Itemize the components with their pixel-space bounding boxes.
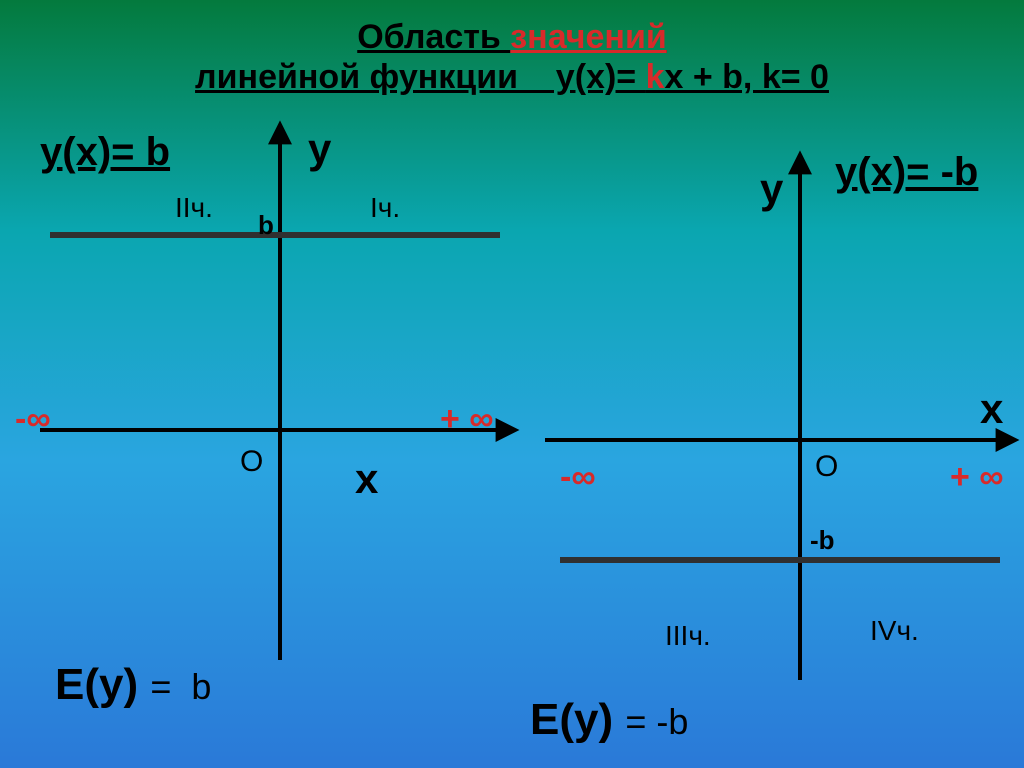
right-x_axis: x bbox=[980, 385, 1003, 433]
right-minus_b: -b bbox=[810, 525, 835, 556]
left-x_axis: x bbox=[355, 455, 378, 503]
title-line-2: линейной функции y(x)= kx + b, k= 0 bbox=[0, 58, 1024, 97]
right-origin: O bbox=[815, 450, 838, 484]
left-q1: Iч. bbox=[370, 192, 400, 224]
right-pos_inf: + ∞ bbox=[950, 458, 1004, 497]
right-q3: IIIч. bbox=[665, 620, 711, 652]
left-neg_inf: -∞ bbox=[15, 400, 51, 439]
right-neg_inf: -∞ bbox=[560, 458, 596, 497]
right-y_axis: y bbox=[760, 165, 783, 213]
slide: Область значенийлинейной функции y(x)= k… bbox=[0, 0, 1024, 768]
slide-svg bbox=[0, 0, 1024, 768]
left-range: E(y) = b bbox=[55, 660, 211, 710]
title-line-1: Область значений bbox=[0, 18, 1024, 57]
left-eq: y(x)= b bbox=[40, 130, 170, 175]
left-pos_inf: + ∞ bbox=[440, 400, 494, 439]
right-eq: y(x)= -b bbox=[835, 150, 978, 195]
left-y_axis: y bbox=[308, 125, 331, 173]
left-origin: O bbox=[240, 445, 263, 479]
left-b: b bbox=[258, 210, 274, 241]
right-range: E(y) = -b bbox=[530, 695, 688, 745]
left-q2: IIч. bbox=[175, 192, 213, 224]
right-q4: IVч. bbox=[870, 615, 919, 647]
